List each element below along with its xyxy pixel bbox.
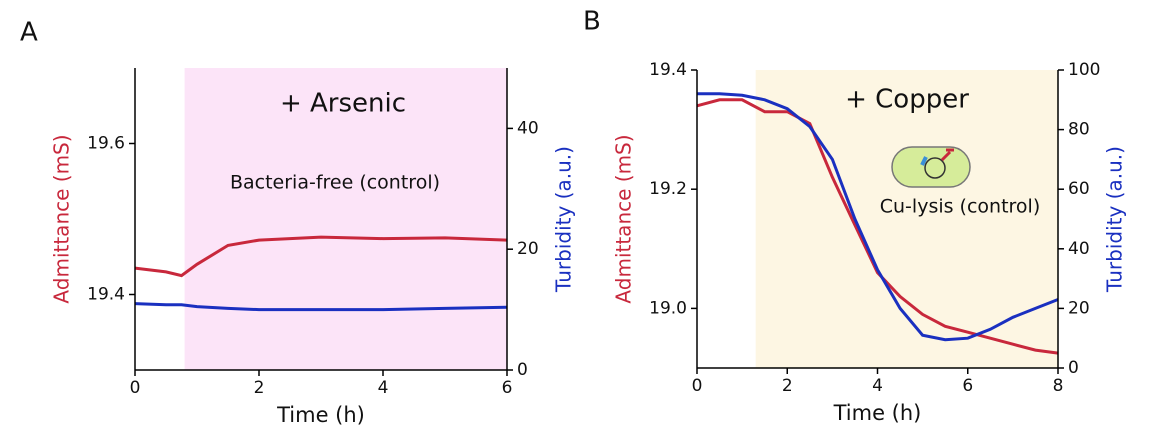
- x-tick-label: 4: [872, 376, 883, 396]
- annotation: + Arsenic: [280, 89, 406, 119]
- x-axis-label: Time (h): [276, 403, 365, 427]
- y2-tick-label: 0: [1068, 358, 1079, 378]
- y2-tick-label: 40: [1068, 239, 1090, 259]
- y-axis-label: Admittance (mS): [50, 134, 74, 303]
- y-tick-label: 19.6: [87, 134, 125, 154]
- x-tick-label: 2: [254, 378, 265, 398]
- y-axis-label: Admittance (mS): [612, 134, 636, 303]
- x-tick-label: 0: [692, 376, 703, 396]
- annotation: Cu-lysis (control): [880, 196, 1041, 218]
- bacterium-icon: [891, 146, 971, 188]
- y2-tick-label: 100: [1068, 60, 1100, 80]
- y2-tick-label: 20: [1068, 298, 1090, 318]
- y2-tick-label: 0: [517, 360, 528, 380]
- y2-tick-label: 20: [517, 239, 539, 259]
- x-tick-label: 6: [502, 378, 513, 398]
- x-tick-label: 6: [962, 376, 973, 396]
- y2-axis-label: Turbidity (a.u.): [1103, 146, 1127, 293]
- data-line: [134, 235, 508, 278]
- y2-tick-label: 80: [1068, 120, 1090, 140]
- y2-tick-label: 60: [1068, 179, 1090, 199]
- x-tick-label: 8: [1053, 376, 1064, 396]
- annotation: + Copper: [845, 85, 969, 115]
- x-tick-label: 4: [378, 378, 389, 398]
- y-tick-label: 19.0: [649, 298, 687, 318]
- data-line: [697, 92, 1059, 342]
- y-tick-label: 19.4: [87, 285, 125, 305]
- x-tick-label: 2: [782, 376, 793, 396]
- shaded-region: [184, 68, 507, 370]
- x-tick-label: 0: [130, 378, 141, 398]
- y2-tick-label: 40: [517, 118, 539, 138]
- annotation: Bacteria-free (control): [230, 172, 440, 194]
- panel-label: B: [583, 7, 601, 37]
- shaded-region: [755, 70, 1058, 368]
- data-line: [134, 302, 508, 312]
- y-tick-label: 19.4: [649, 60, 687, 80]
- y-tick-label: 19.2: [649, 179, 687, 199]
- panel: 0 2 4 6 8 19.0 19.2 19.4 0 20 40 60 80 100 Time (h) Adm…: [583, 7, 1127, 426]
- panel-label: A: [20, 18, 38, 48]
- x-axis-label: Time (h): [833, 401, 922, 425]
- panel: 0 2 4 6 19.4 19.6 0 20 40 Time (h) Admittance (mS)…: [20, 18, 576, 428]
- y2-axis-label: Turbidity (a.u.): [552, 146, 576, 293]
